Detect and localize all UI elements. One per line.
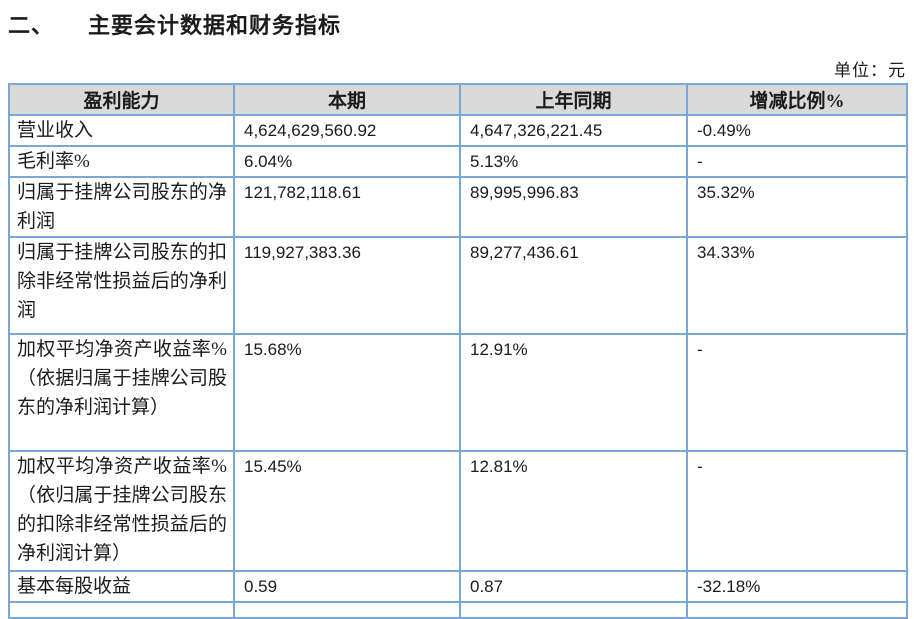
table-cell-label: 毛利率% [8,145,235,178]
table-cell-label: 加权平均净资产收益率%（依据归属于挂牌公司股东的净利润计算） [8,333,235,452]
table-cell-change: 34.33% [686,236,908,335]
table-cell-label: 基本每股收益 [8,570,235,603]
table-cell-change: -32.18% [686,570,908,603]
table-cell-current: 6.04% [233,145,461,178]
table-cell-current: 0.59 [233,570,461,603]
table-cell-empty [459,601,688,619]
financial-indicators-table: 盈利能力 本期 上年同期 增减比例% 营业收入 4,624,629,560.92 4… [8,83,908,619]
header-current-period: 本期 [233,83,461,116]
table-cell-current: 4,624,629,560.92 [233,114,461,147]
page-title-text: 主要会计数据和财务指标 [88,13,342,38]
table-cell-change: - [686,145,908,178]
table-cell-current: 15.45% [233,450,461,572]
table-cell-label: 营业收入 [8,114,235,147]
table-row: 毛利率% 6.04% 5.13% - [8,145,908,178]
table-cell-empty [233,601,461,619]
unit-label: 单位：元 [834,61,906,80]
table-cell-change: - [686,450,908,572]
table-cell-change: 35.32% [686,176,908,238]
table-row: 加权平均净资产收益率%（依据归属于挂牌公司股东的净利润计算） 15.68% 12.9… [8,333,908,452]
table-cell-label: 归属于挂牌公司股东的扣除非经常性损益后的净利润 [8,236,235,335]
header-profitability: 盈利能力 [8,83,235,116]
table-cell-empty [8,601,235,619]
section-number: 二、 [8,13,55,38]
table-row-clipped [8,601,908,619]
table-cell-prior: 4,647,326,221.45 [459,114,688,147]
table-row: 加权平均净资产收益率%（依归属于挂牌公司股东的扣除非经常性损益后的净利润计算） 1… [8,450,908,572]
page-title: 二、 主要会计数据和财务指标 [8,8,341,40]
table-cell-empty [686,601,908,619]
table-cell-prior: 0.87 [459,570,688,603]
header-prior-period: 上年同期 [459,83,688,116]
table-header-row: 盈利能力 本期 上年同期 增减比例% [8,83,908,116]
table-row: 基本每股收益 0.59 0.87 -32.18% [8,570,908,603]
table-cell-prior: 12.91% [459,333,688,452]
table-cell-prior: 89,277,436.61 [459,236,688,335]
table-cell-label: 归属于挂牌公司股东的净利润 [8,176,235,238]
table-cell-prior: 12.81% [459,450,688,572]
table-cell-label: 加权平均净资产收益率%（依归属于挂牌公司股东的扣除非经常性损益后的净利润计算） [8,450,235,572]
table-cell-prior: 89,995,996.83 [459,176,688,238]
table-cell-prior: 5.13% [459,145,688,178]
table-cell-change: -0.49% [686,114,908,147]
table-cell-current: 121,782,118.61 [233,176,461,238]
table-cell-current: 15.68% [233,333,461,452]
header-change-ratio: 增减比例% [686,83,908,116]
table-row: 营业收入 4,624,629,560.92 4,647,326,221.45 -0.4… [8,114,908,147]
document-page: { "page": { "section_number": "二、", "tit… [8,8,908,619]
table-row: 归属于挂牌公司股东的净利润 121,782,118.61 89,995,996.83… [8,176,908,238]
table-row: 归属于挂牌公司股东的扣除非经常性损益后的净利润 119,927,383.36 89,… [8,236,908,335]
table-cell-current: 119,927,383.36 [233,236,461,335]
table-cell-change: - [686,333,908,452]
